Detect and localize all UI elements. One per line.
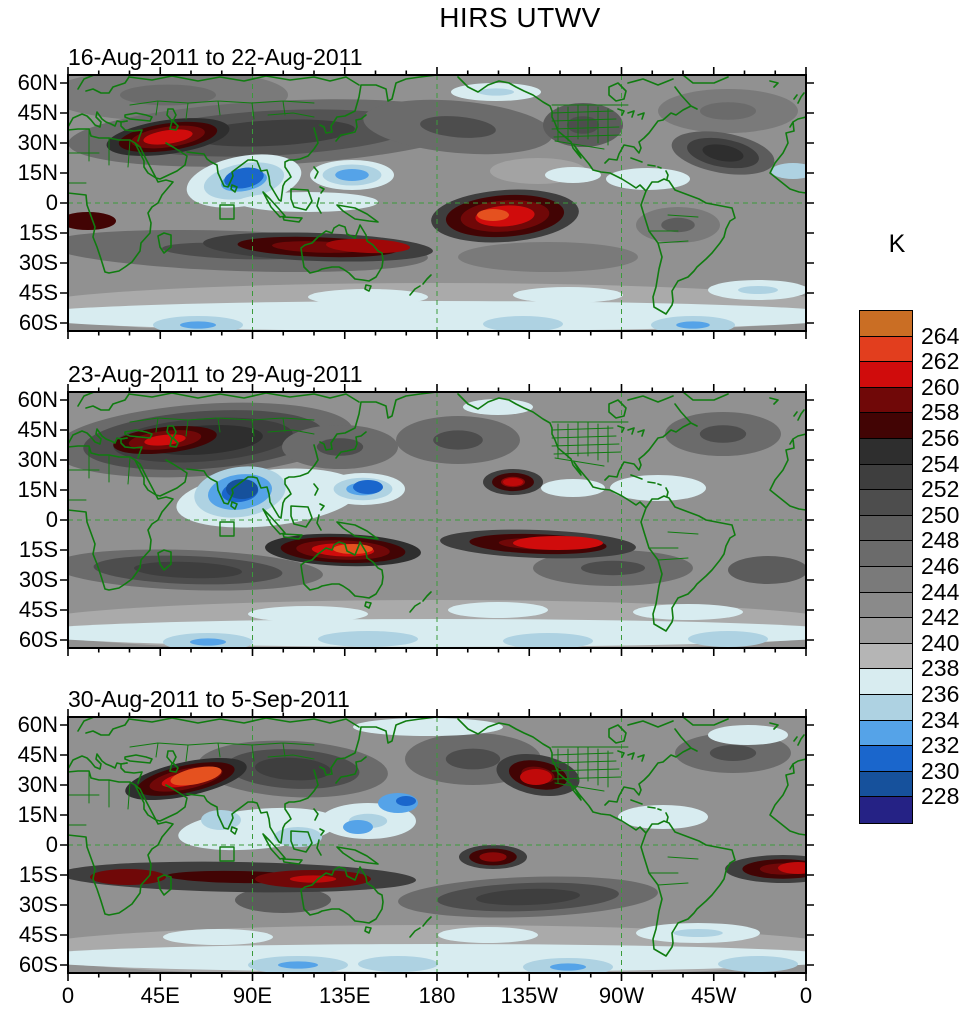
figure-title: HIRS UTWV [439, 2, 601, 33]
colorbar-tick-label: 246 [921, 553, 960, 579]
lat-tick-label: 15S [18, 220, 58, 245]
lat-tick-label: 30N [17, 772, 58, 797]
lon-tick-label: 0 [799, 983, 813, 1008]
colorbar-cell [860, 669, 912, 695]
colorbar-cell [860, 694, 912, 721]
colorbar-unit-label: K [888, 230, 906, 258]
lat-tick-label: 0 [45, 507, 58, 532]
lat-tick-label: 60N [17, 387, 58, 412]
colorbar-tick-label: 236 [921, 681, 960, 707]
colorbar-tick-label: 228 [921, 783, 960, 810]
colorbar-cell [860, 720, 912, 747]
colorbar-cell [860, 746, 912, 772]
colorbar-tick-label: 244 [921, 578, 960, 605]
colorbar-tick-label: 250 [921, 501, 960, 528]
lat-tick-label: 15N [17, 477, 58, 502]
colorbar-cell [860, 413, 912, 439]
colorbar-tick-label: 254 [921, 450, 960, 477]
lon-tick-label: 45E [140, 983, 180, 1008]
colorbar-tick-label: 230 [921, 757, 960, 784]
colorbar-cell [860, 464, 912, 491]
colorbar-tick-label: 242 [921, 604, 960, 631]
lon-tick-label: 135W [500, 983, 558, 1008]
lat-tick-label: 15N [17, 160, 58, 185]
colorbar-tick-label: 252 [921, 476, 960, 503]
lat-tick-label: 45N [17, 100, 58, 125]
colorbar-tick-label: 260 [921, 373, 960, 400]
colorbar-cell [860, 490, 912, 516]
lat-tick-label: 45N [17, 417, 58, 442]
colorbar-cell [860, 311, 912, 337]
lon-tick-label: 45W [691, 983, 737, 1008]
lat-tick-label: 0 [45, 832, 58, 857]
colorbar-cell [860, 618, 912, 644]
lat-tick-label: 60S [18, 310, 58, 335]
colorbar-tick-label: 262 [921, 348, 960, 375]
colorbar-cell [860, 592, 912, 619]
lat-tick-label: 0 [45, 190, 58, 215]
colorbar-tick-label: 256 [921, 425, 960, 451]
lat-tick-label: 30S [18, 892, 58, 917]
colorbar-tick-label: 234 [921, 706, 960, 733]
colorbar [859, 310, 913, 824]
lat-tick-label: 30N [17, 447, 58, 472]
panel-title-3: 30-Aug-2011 to 5-Sep-2011 [68, 686, 350, 712]
colorbar-tick-label: 258 [921, 399, 960, 426]
map-panel-2 [60, 384, 814, 656]
lon-tick-label: 180 [418, 983, 456, 1008]
colorbar-tick-label: 264 [921, 322, 960, 349]
lat-tick-label: 45S [18, 922, 58, 947]
lat-tick-label: 60N [17, 712, 58, 737]
lon-tick-label: 135E [319, 983, 371, 1008]
lat-tick-label: 30N [17, 130, 58, 155]
colorbar-cell [860, 387, 912, 414]
lat-tick-label: 45S [18, 280, 58, 305]
lat-tick-label: 45S [18, 597, 58, 622]
lat-tick-label: 30S [18, 567, 58, 592]
colorbar-cell [860, 797, 912, 823]
lon-tick-label: 0 [61, 983, 75, 1008]
map-panel-1 [60, 67, 814, 339]
lat-tick-label: 60N [17, 70, 58, 95]
lat-tick-label: 60S [18, 627, 58, 652]
colorbar-tick-label: 248 [921, 527, 960, 554]
colorbar-cell [860, 438, 912, 465]
lat-tick-label: 45N [17, 742, 58, 767]
lat-tick-label: 15N [17, 802, 58, 827]
colorbar-cell [860, 515, 912, 542]
lat-tick-label: 60S [18, 952, 58, 977]
map-panel-3 [60, 709, 814, 981]
colorbar-cell [860, 771, 912, 798]
lat-tick-label: 15S [18, 862, 58, 887]
lon-tick-label: 90E [232, 983, 273, 1008]
colorbar-cell [860, 566, 912, 593]
colorbar-tick-label: 240 [921, 629, 960, 656]
panel-title-2: 23-Aug-2011 to 29-Aug-2011 [68, 361, 363, 387]
lat-tick-label: 15S [18, 537, 58, 562]
colorbar-cell [860, 541, 912, 567]
colorbar-tick-label: 232 [921, 732, 960, 759]
colorbar-cell [860, 362, 912, 388]
lat-tick-label: 30S [18, 250, 58, 275]
colorbar-cell [860, 643, 912, 670]
panel-title-1: 16-Aug-2011 to 22-Aug-2011 [68, 44, 363, 70]
lon-tick-label: 90W [598, 983, 645, 1008]
colorbar-cell [860, 336, 912, 363]
colorbar-tick-label: 238 [921, 655, 960, 682]
